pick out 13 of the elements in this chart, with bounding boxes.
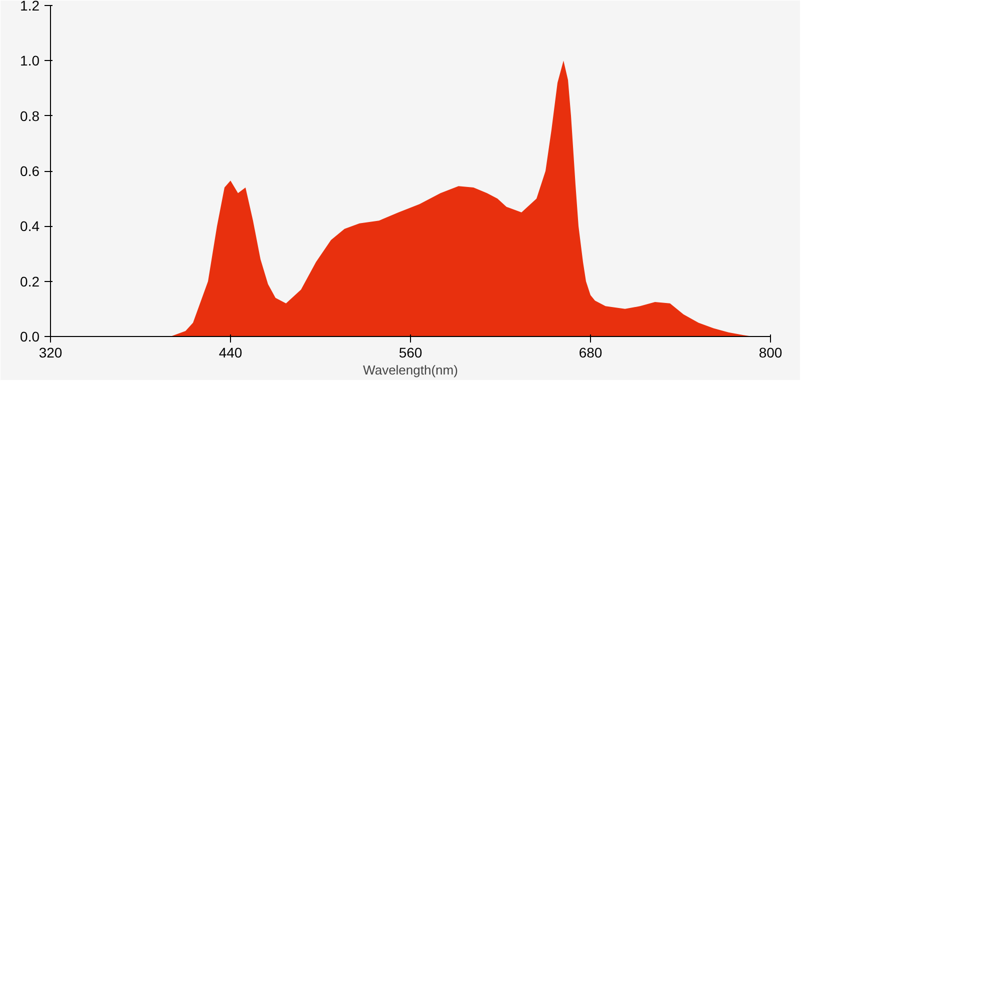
- x-axis-title: Wavelength(nm): [363, 362, 458, 378]
- y-tick-label: 0.8: [20, 108, 40, 124]
- x-tick-label: 680: [578, 344, 602, 360]
- y-tick-label: 0.6: [20, 163, 40, 179]
- y-tick-label: 0.0: [20, 328, 40, 344]
- y-tick-label: 0.4: [20, 218, 40, 234]
- y-tick-label: 0.2: [20, 273, 40, 290]
- x-tick-label: 800: [758, 344, 782, 360]
- x-tick-label: 320: [38, 344, 62, 360]
- y-tick-label: 1.2: [20, 0, 40, 14]
- x-tick-label: 560: [398, 344, 422, 360]
- y-tick-label: 1.0: [20, 52, 40, 69]
- x-tick-label: 440: [218, 344, 242, 360]
